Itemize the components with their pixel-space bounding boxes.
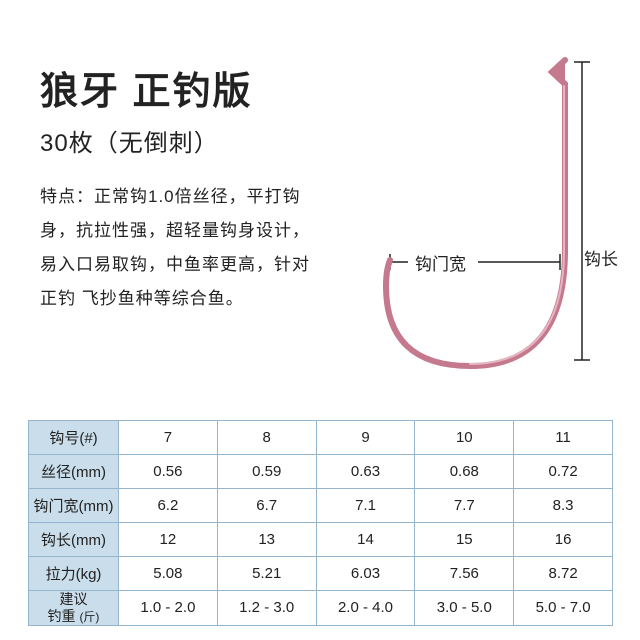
table-cell: 7.56: [415, 557, 514, 591]
table-cell: 0.56: [119, 455, 218, 489]
spec-table: 钩号(#)7891011 丝径(mm)0.560.590.630.680.72 钩门…: [28, 420, 613, 626]
row-header: 拉力(kg): [29, 557, 119, 591]
table-cell: 5.0 - 7.0: [514, 591, 613, 626]
product-title: 狼牙 正钓版: [40, 60, 253, 115]
table-cell: 5.21: [217, 557, 316, 591]
row-header: 建议钓重 (斤): [29, 591, 119, 626]
table-cell: 6.03: [316, 557, 415, 591]
table-cell: 7.7: [415, 489, 514, 523]
table-cell: 0.72: [514, 455, 613, 489]
product-subtitle: 30枚（无倒刺）: [40, 123, 253, 158]
table-cell: 7.1: [316, 489, 415, 523]
table-cell: 12: [119, 523, 218, 557]
row-header: 钩门宽(mm): [29, 489, 119, 523]
table-cell: 14: [316, 523, 415, 557]
table-cell: 10: [415, 421, 514, 455]
table-cell: 16: [514, 523, 613, 557]
table-cell: 9: [316, 421, 415, 455]
hook-length-label: 钩长: [584, 245, 618, 270]
table-cell: 13: [217, 523, 316, 557]
table-cell: 0.63: [316, 455, 415, 489]
row-header: 钩号(#): [29, 421, 119, 455]
table-cell: 0.59: [217, 455, 316, 489]
features-text: 特点：正常钩1.0倍丝径，平打钩身，抗拉性强，超轻量钩身设计，易入口易取钩，中鱼…: [40, 180, 320, 316]
table-cell: 11: [514, 421, 613, 455]
table-cell: 1.2 - 3.0: [217, 591, 316, 626]
table-cell: 8.3: [514, 489, 613, 523]
title-block: 狼牙 正钓版 30枚（无倒刺）: [40, 60, 253, 158]
table-cell: 15: [415, 523, 514, 557]
gap-width-label: 钩门宽: [415, 250, 466, 275]
table-cell: 3.0 - 5.0: [415, 591, 514, 626]
table-cell: 8: [217, 421, 316, 455]
table-cell: 7: [119, 421, 218, 455]
table-cell: 6.7: [217, 489, 316, 523]
row-header: 丝径(mm): [29, 455, 119, 489]
spec-table-wrap: 钩号(#)7891011 丝径(mm)0.560.590.630.680.72 钩门…: [28, 420, 613, 626]
table-cell: 6.2: [119, 489, 218, 523]
hook-diagram: 钩门宽 钩长: [350, 50, 620, 380]
table-cell: 2.0 - 4.0: [316, 591, 415, 626]
row-header: 钩长(mm): [29, 523, 119, 557]
table-cell: 5.08: [119, 557, 218, 591]
table-cell: 0.68: [415, 455, 514, 489]
table-cell: 1.0 - 2.0: [119, 591, 218, 626]
table-cell: 8.72: [514, 557, 613, 591]
